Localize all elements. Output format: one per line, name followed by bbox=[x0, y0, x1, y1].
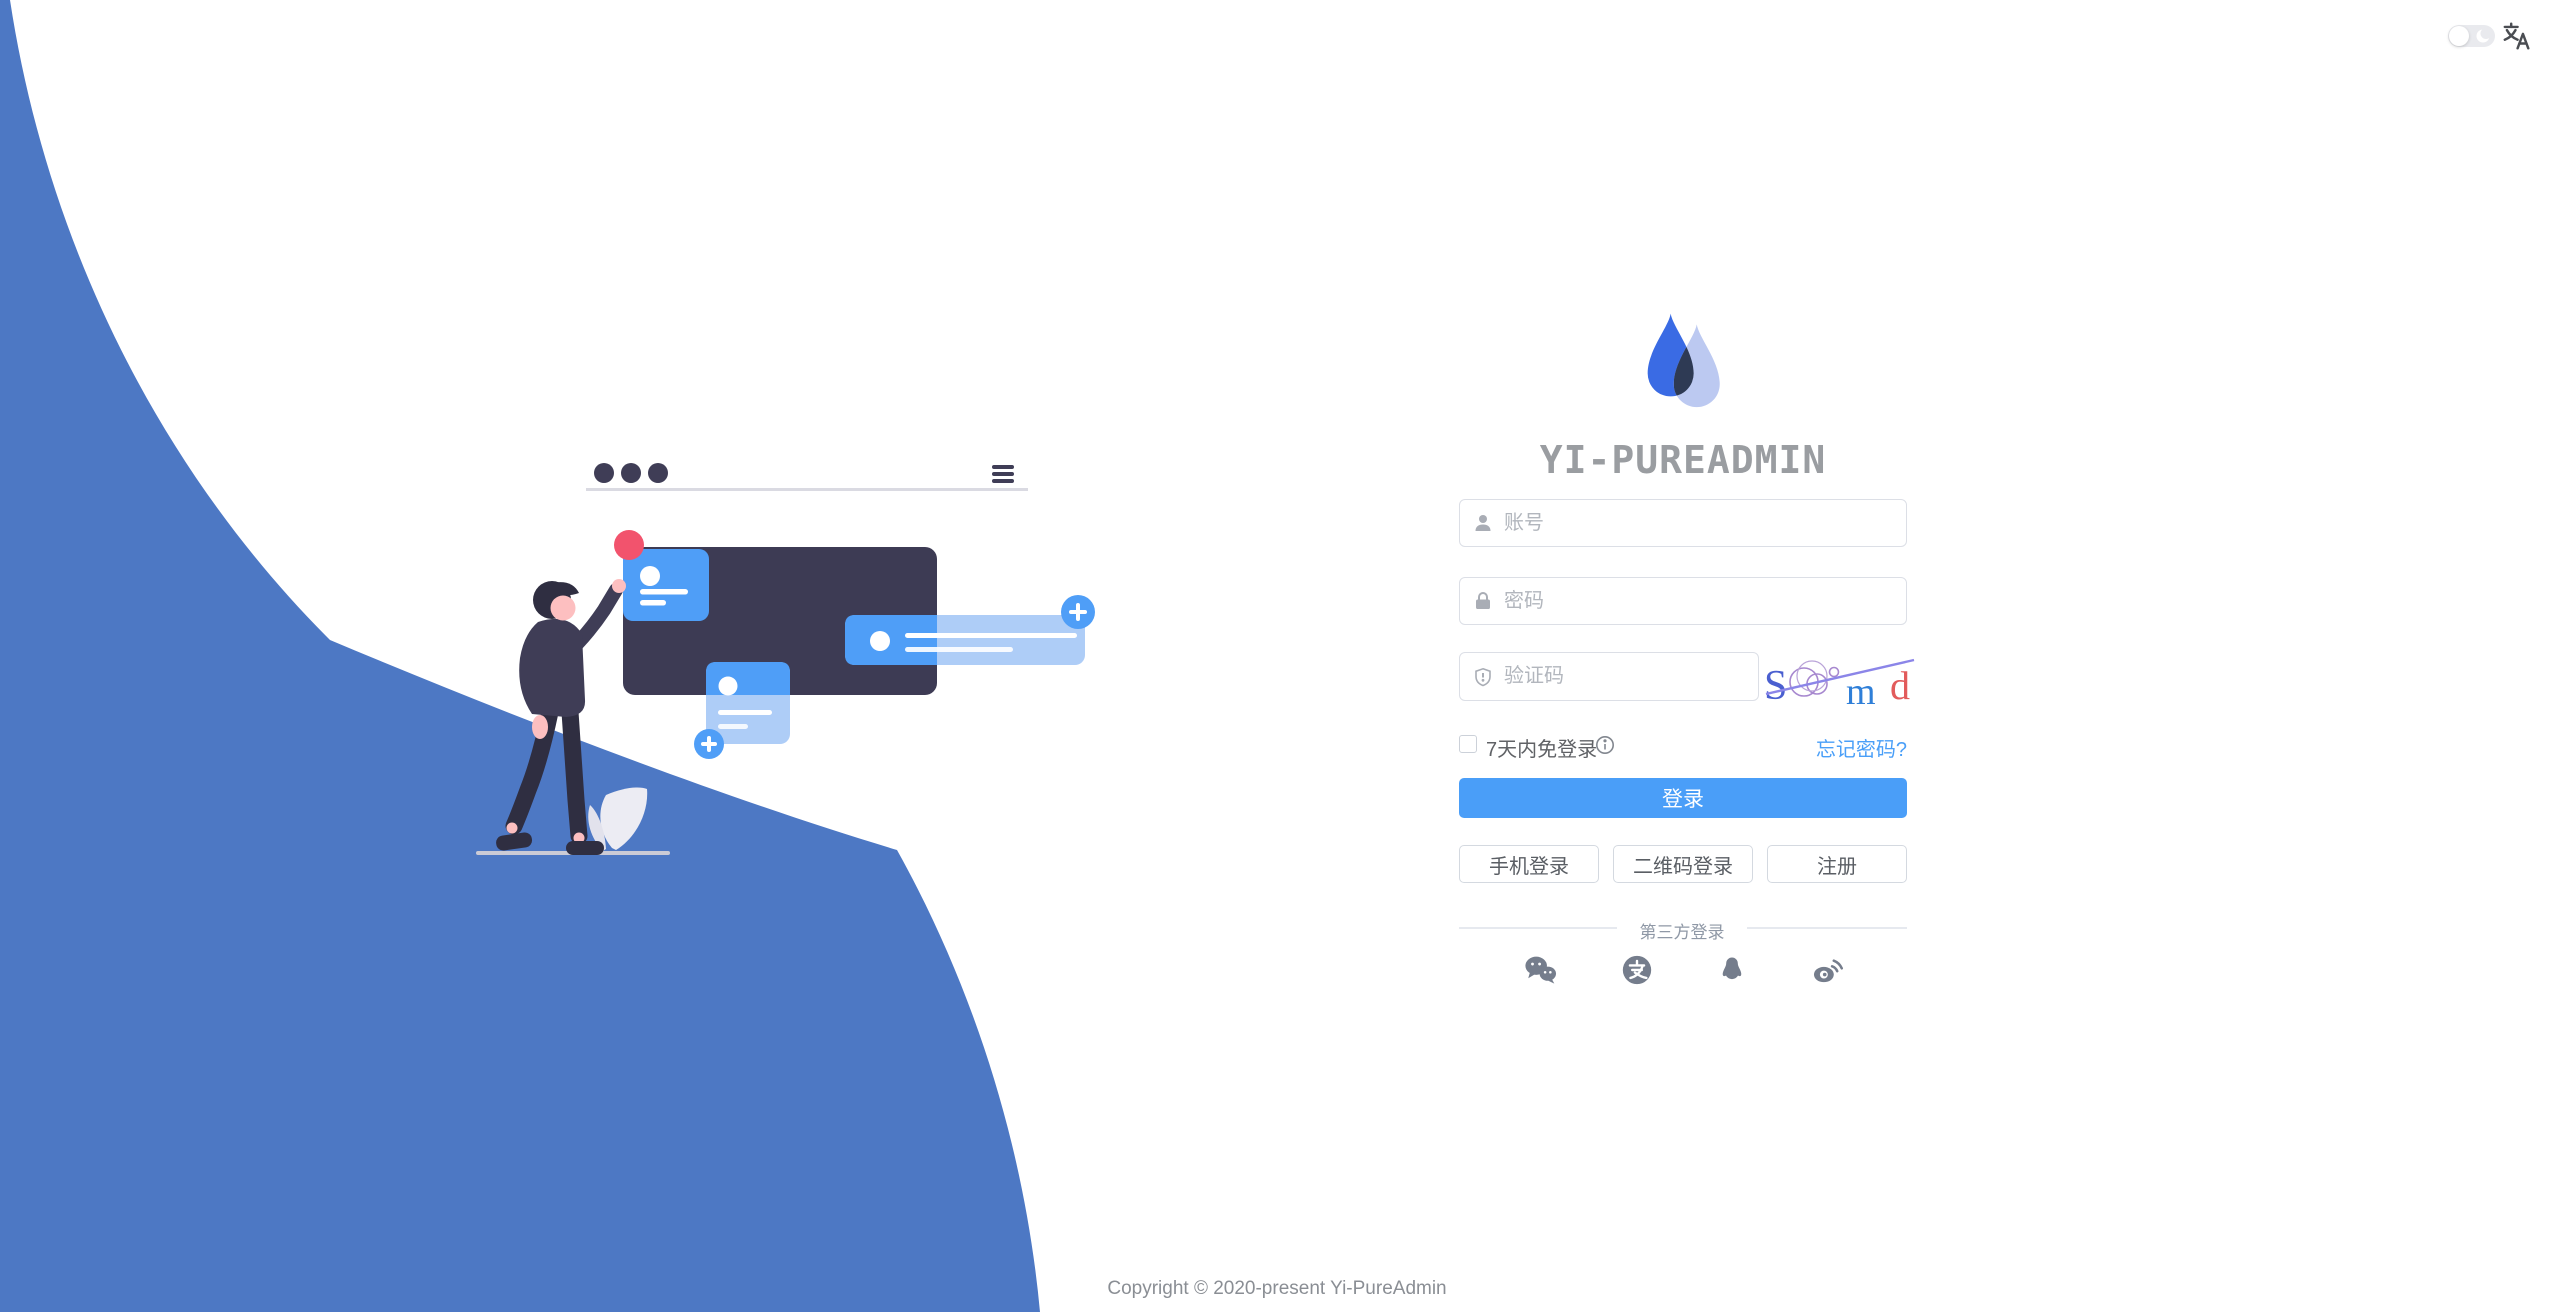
info-icon[interactable] bbox=[1595, 735, 1615, 755]
account-field bbox=[1459, 499, 1907, 547]
qq-icon[interactable] bbox=[1715, 953, 1749, 987]
captcha-field bbox=[1459, 652, 1759, 701]
alipay-icon[interactable] bbox=[1620, 953, 1654, 987]
app-logo bbox=[1647, 313, 1720, 408]
remember-checkbox[interactable] bbox=[1459, 735, 1477, 753]
copyright-text: Copyright © 2020-present Yi-PureAdmin bbox=[1107, 1278, 1447, 1299]
plus-badge bbox=[1061, 595, 1095, 629]
password-input[interactable] bbox=[1460, 578, 1906, 624]
mock-card-top bbox=[623, 549, 709, 621]
lock-icon bbox=[1476, 592, 1490, 609]
leaf bbox=[588, 787, 648, 851]
account-input[interactable] bbox=[1460, 500, 1906, 546]
mock-card-bottom bbox=[694, 662, 790, 759]
captcha-input[interactable] bbox=[1460, 653, 1758, 700]
remember-label: 7天内免登录 bbox=[1486, 739, 1598, 761]
phone-login-button[interactable]: 手机登录 bbox=[1459, 845, 1599, 883]
remember-row: 7天内免登录 忘记密码? bbox=[1459, 731, 1907, 761]
captcha-char: m bbox=[1846, 671, 1876, 713]
hamburger-icon bbox=[992, 465, 1014, 483]
register-button[interactable]: 注册 bbox=[1767, 845, 1907, 883]
toggle-knob bbox=[2449, 26, 2469, 46]
shield-icon bbox=[1475, 667, 1491, 686]
mock-browser-chrome bbox=[586, 463, 1028, 491]
dark-mode-toggle[interactable] bbox=[2448, 25, 2495, 47]
third-party-label: 第三方登录 bbox=[1639, 923, 1725, 942]
plus-badge bbox=[694, 729, 724, 759]
captcha-noise bbox=[1765, 658, 1915, 697]
captcha-char: S bbox=[1764, 663, 1788, 709]
divider-line bbox=[1459, 927, 1617, 929]
captcha-image[interactable]: S m d bbox=[1762, 650, 1917, 713]
mock-red-dot bbox=[614, 530, 644, 560]
captcha-char: d bbox=[1890, 663, 1910, 708]
page-title: YI-PUREADMIN bbox=[1539, 438, 1827, 482]
user-icon bbox=[1475, 515, 1491, 531]
mock-notification-bar bbox=[845, 595, 1095, 665]
qrcode-login-button[interactable]: 二维码登录 bbox=[1613, 845, 1753, 883]
divider-line bbox=[1747, 927, 1907, 929]
weibo-icon[interactable] bbox=[1810, 953, 1844, 987]
translate-icon[interactable] bbox=[2500, 20, 2532, 52]
wave-shape bbox=[0, 0, 1040, 1312]
password-field bbox=[1459, 577, 1907, 625]
forgot-password-link[interactable]: 忘记密码? bbox=[1815, 739, 1907, 761]
login-button[interactable]: 登录 bbox=[1459, 778, 1907, 818]
wechat-icon[interactable] bbox=[1524, 953, 1558, 987]
person-illustration bbox=[496, 579, 626, 855]
moon-icon bbox=[2476, 28, 2491, 43]
